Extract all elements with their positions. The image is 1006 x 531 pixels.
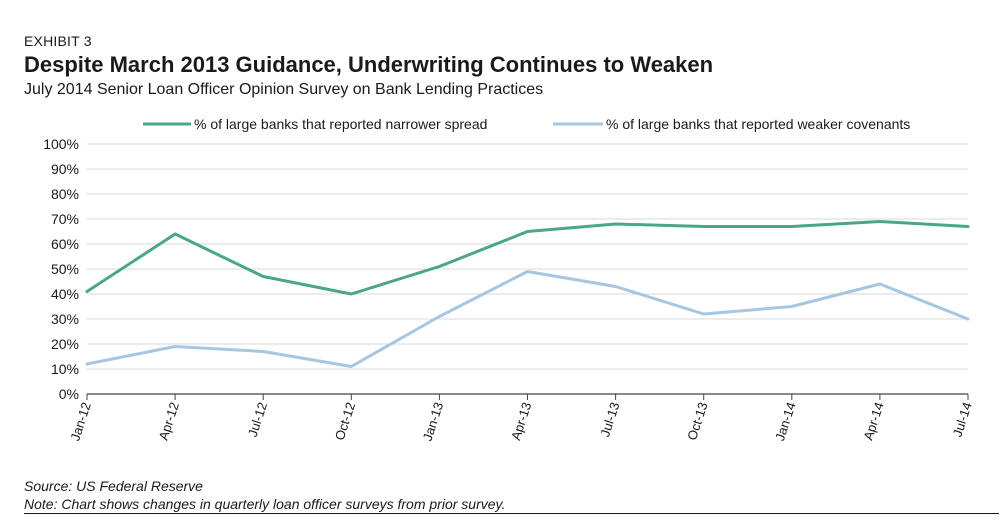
line-chart: 0% 10% 20% 30% 40% 50% 60% 70% 80% 90% 100% Jan-12…: [43, 116, 975, 443]
gridlines: [87, 143, 968, 395]
x-tick-label: Jul-12: [245, 400, 270, 438]
y-tick-label: 40%: [51, 286, 79, 302]
y-axis-ticks: 0% 10% 20% 30% 40% 50% 60% 70% 80% 90% 100%: [43, 136, 79, 402]
y-tick-label: 20%: [51, 336, 79, 352]
exhibit-label: EXHIBIT 3: [24, 33, 92, 49]
x-tick-label: Jan-14: [772, 400, 799, 442]
chart-title: Despite March 2013 Guidance, Underwritin…: [24, 52, 714, 77]
legend: % of large banks that reported narrower …: [143, 116, 910, 132]
series-line-narrower-spread: [85, 220, 970, 296]
y-tick-label: 30%: [51, 311, 79, 327]
x-tick-label: Oct-12: [332, 400, 358, 442]
chart-subtitle: July 2014 Senior Loan Officer Opinion Su…: [24, 81, 544, 98]
source-note: Source: US Federal Reserve: [24, 478, 203, 494]
legend-label: % of large banks that reported narrower …: [194, 116, 487, 132]
legend-label: % of large banks that reported weaker co…: [606, 116, 910, 132]
x-tick-label: Apr-12: [156, 400, 182, 442]
x-tick-label: Apr-14: [860, 400, 886, 442]
y-tick-label: 0%: [59, 386, 79, 402]
y-tick-label: 50%: [51, 261, 79, 277]
x-axis-ticks: Jan-12 Apr-12 Jul-12 Oct-12 Jan-13 Apr-13 Jul-…: [67, 394, 975, 443]
footnote: Note: Chart shows changes in quarterly l…: [24, 496, 999, 514]
x-tick-label: Jul-13: [597, 400, 622, 438]
y-tick-label: 80%: [51, 186, 79, 202]
y-tick-label: 10%: [51, 361, 79, 377]
y-tick-label: 60%: [51, 236, 79, 252]
y-tick-label: 70%: [51, 211, 79, 227]
x-tick-label: Oct-13: [684, 400, 710, 442]
series-line-weaker-covenants: [85, 270, 970, 368]
y-tick-label: 90%: [51, 161, 79, 177]
x-tick-label: Jan-13: [420, 400, 447, 442]
series-lines: [85, 220, 970, 368]
y-tick-label: 100%: [43, 136, 79, 152]
x-tick-label: Jul-14: [950, 400, 975, 438]
x-tick-label: Apr-13: [508, 400, 534, 442]
x-tick-label: Jan-12: [67, 400, 94, 442]
